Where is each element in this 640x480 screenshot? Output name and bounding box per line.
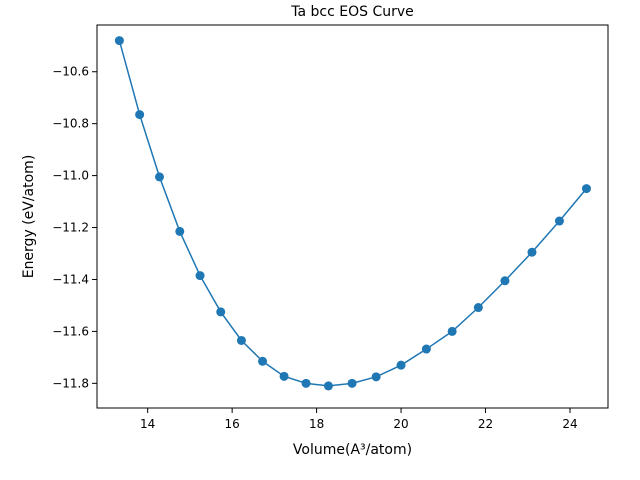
data-point bbox=[155, 172, 165, 182]
series-layer bbox=[114, 36, 591, 391]
data-point bbox=[554, 216, 564, 226]
y-axis: −11.8 −11.6 −11.4 −11.2 −11.0 −10.8 −10.6 bbox=[52, 65, 97, 390]
x-tick-label: 22 bbox=[478, 417, 493, 431]
y-tick-label: −11.4 bbox=[52, 272, 89, 286]
x-axis: 14 16 18 20 22 24 bbox=[140, 408, 578, 431]
data-point bbox=[447, 326, 457, 336]
data-point bbox=[301, 378, 311, 388]
data-point bbox=[500, 276, 510, 286]
data-point bbox=[195, 271, 205, 281]
data-point bbox=[581, 184, 591, 194]
x-tick-label: 24 bbox=[562, 417, 577, 431]
y-tick-label: −11.8 bbox=[52, 376, 89, 390]
x-axis-label: Volume(A³/atom) bbox=[293, 442, 412, 458]
y-tick-label: −11.6 bbox=[52, 324, 89, 338]
data-point bbox=[396, 360, 406, 370]
x-tick-label: 16 bbox=[224, 417, 239, 431]
data-point bbox=[421, 344, 431, 354]
x-tick-label: 14 bbox=[140, 417, 155, 431]
data-point bbox=[114, 36, 124, 46]
y-tick-label: −11.2 bbox=[52, 221, 89, 235]
data-point bbox=[323, 381, 333, 391]
y-tick-label: −11.0 bbox=[52, 169, 89, 183]
x-tick-label: 20 bbox=[393, 417, 408, 431]
y-tick-label: −10.6 bbox=[52, 65, 89, 79]
y-tick-label: −10.8 bbox=[52, 117, 89, 131]
data-point bbox=[258, 356, 268, 366]
data-point bbox=[175, 226, 185, 236]
data-point bbox=[347, 378, 357, 388]
data-point bbox=[216, 307, 226, 317]
plot-area bbox=[97, 25, 608, 408]
data-point bbox=[236, 335, 246, 345]
data-point bbox=[473, 303, 483, 313]
chart-title: Ta bcc EOS Curve bbox=[290, 4, 414, 20]
data-point bbox=[135, 110, 145, 120]
x-tick-label: 18 bbox=[309, 417, 324, 431]
plot-frame bbox=[96, 24, 609, 409]
y-axis-label: Energy (eV/atom) bbox=[21, 155, 37, 279]
data-point bbox=[371, 372, 381, 382]
data-point bbox=[279, 371, 289, 381]
data-point bbox=[527, 247, 537, 257]
